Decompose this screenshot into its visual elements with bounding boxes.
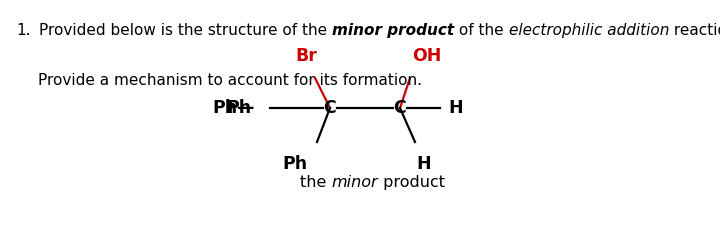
Text: Provided below is the structure of the: Provided below is the structure of the — [39, 23, 332, 38]
Text: electrophilic addition: electrophilic addition — [508, 23, 669, 38]
Text: Ph—: Ph— — [212, 99, 255, 117]
Text: product: product — [378, 175, 445, 190]
Text: Provide a mechanism to account for its formation.: Provide a mechanism to account for its f… — [37, 73, 421, 88]
Text: 1.: 1. — [16, 23, 30, 38]
Text: H: H — [448, 99, 463, 117]
Text: OH: OH — [412, 47, 441, 65]
Text: the: the — [300, 175, 331, 190]
Text: H: H — [416, 155, 431, 173]
Text: Ph: Ph — [282, 155, 307, 173]
Text: minor: minor — [331, 175, 378, 190]
Text: Ph: Ph — [227, 99, 252, 117]
Text: 1.: 1. — [16, 23, 30, 38]
Text: Br: Br — [295, 47, 317, 65]
Text: of the: of the — [454, 23, 508, 38]
Text: C: C — [323, 99, 336, 117]
Text: reaction.: reaction. — [669, 23, 720, 38]
Text: minor product: minor product — [332, 23, 454, 38]
Text: C: C — [394, 99, 406, 117]
